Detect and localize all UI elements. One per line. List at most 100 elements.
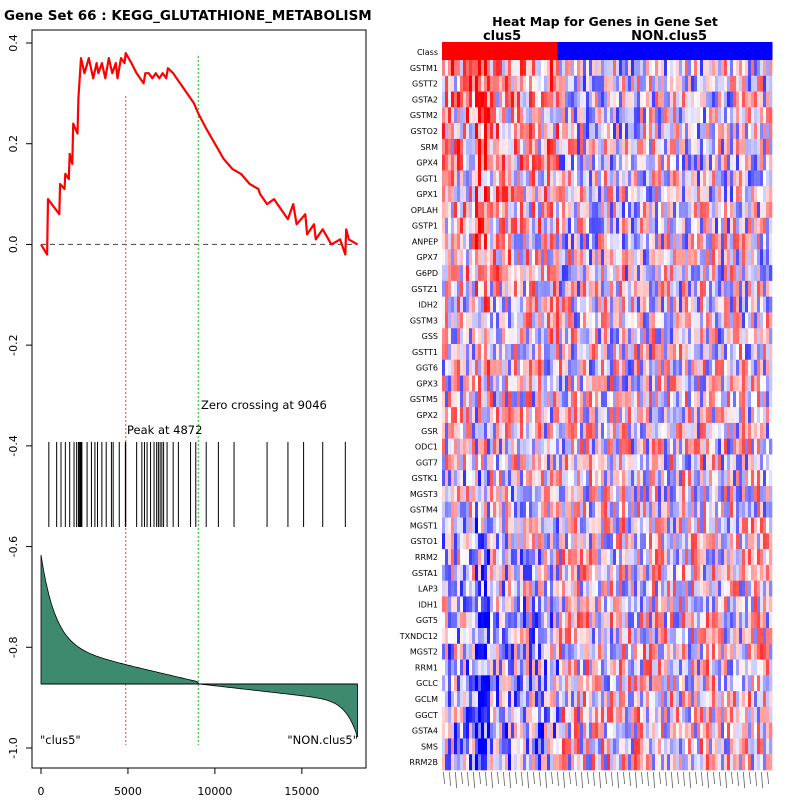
heatmap-cell — [709, 265, 712, 281]
heatmap-cell — [610, 486, 613, 502]
heatmap-cell — [658, 297, 661, 313]
heatmap-cell — [592, 628, 595, 644]
heatmap-cell — [703, 549, 706, 565]
heatmap-cell — [562, 218, 565, 234]
heatmap-cell — [532, 549, 535, 565]
heatmap-cell — [616, 186, 619, 202]
heatmap-cell — [619, 738, 622, 754]
heatmap-cell — [727, 518, 730, 534]
heatmap-cell — [694, 565, 697, 581]
heatmap-cell — [469, 738, 472, 754]
heatmap-cell — [544, 423, 547, 439]
heatmap-cell — [694, 628, 697, 644]
heatmap-cell — [535, 628, 538, 644]
heatmap-cell — [727, 155, 730, 171]
heatmap-cell — [448, 502, 451, 518]
heatmap-cell — [541, 533, 544, 549]
heatmap-cell — [688, 170, 691, 186]
heatmap-cell — [763, 470, 766, 486]
heatmap-cell — [610, 707, 613, 723]
heatmap-cell — [682, 202, 685, 218]
heatmap-cell — [661, 502, 664, 518]
heatmap-cell — [532, 360, 535, 376]
heatmap-cell — [547, 234, 550, 250]
heatmap-cell — [487, 644, 490, 660]
heatmap-cell — [664, 155, 667, 171]
heatmap-cell — [664, 691, 667, 707]
heatmap-cell — [514, 60, 517, 76]
heatmap-cell — [466, 92, 469, 108]
heatmap-cell — [490, 454, 493, 470]
heatmap-cell — [559, 92, 562, 108]
heatmap-cell — [655, 60, 658, 76]
heatmap-cell — [715, 344, 718, 360]
heatmap-cell — [601, 738, 604, 754]
heatmap-cell — [523, 391, 526, 407]
heatmap-cell — [454, 754, 457, 770]
heatmap-cell — [484, 344, 487, 360]
heatmap-cell — [454, 281, 457, 297]
heatmap-cell — [700, 549, 703, 565]
heatmap-cell — [559, 596, 562, 612]
heatmap-cell — [520, 439, 523, 455]
heatmap-cell — [655, 155, 658, 171]
heatmap-cell — [724, 581, 727, 597]
heatmap-cell — [508, 454, 511, 470]
heatmap-cell — [457, 281, 460, 297]
heatmap-cell — [661, 628, 664, 644]
heatmap-cell — [574, 407, 577, 423]
heatmap-cell — [631, 738, 634, 754]
heatmap-cell — [445, 344, 448, 360]
heatmap-cell — [763, 439, 766, 455]
heatmap-cell — [562, 360, 565, 376]
heatmap-cell — [661, 549, 664, 565]
heatmap-cell — [466, 596, 469, 612]
heatmap-cell — [442, 60, 445, 76]
heatmap-cell — [559, 754, 562, 770]
heatmap-cell — [709, 360, 712, 376]
heatmap-cell — [526, 407, 529, 423]
heatmap-cell — [640, 312, 643, 328]
heatmap-cell — [748, 691, 751, 707]
heatmap-cell — [667, 312, 670, 328]
heatmap-cell — [625, 439, 628, 455]
heatmap-cell — [451, 423, 454, 439]
heatmap-cell — [745, 660, 748, 676]
heatmap-cell — [742, 139, 745, 155]
heatmap-cell — [469, 391, 472, 407]
heatmap-cell — [658, 596, 661, 612]
heatmap-cell — [565, 265, 568, 281]
heatmap-cell — [619, 454, 622, 470]
heatmap-cell — [760, 628, 763, 644]
heatmap-cell — [634, 612, 637, 628]
heatmap-cell — [547, 76, 550, 92]
heatmap-cell — [505, 518, 508, 534]
heatmap-cell — [556, 470, 559, 486]
heatmap-cell — [448, 675, 451, 691]
heatmap-cell — [619, 360, 622, 376]
heatmap-cell — [580, 486, 583, 502]
heatmap-cell — [562, 423, 565, 439]
heatmap-cell — [613, 76, 616, 92]
heatmap-cell — [562, 234, 565, 250]
heatmap-cell — [484, 407, 487, 423]
class-group-label: NON.clus5 — [631, 29, 707, 44]
heatmap-cell — [709, 470, 712, 486]
heatmap-cell — [691, 454, 694, 470]
heatmap-cell — [529, 707, 532, 723]
heatmap-cell — [682, 170, 685, 186]
heatmap-cell — [745, 612, 748, 628]
heatmap-cell — [532, 391, 535, 407]
heatmap-cell — [655, 360, 658, 376]
heatmap-cell — [565, 423, 568, 439]
heatmap-cell — [643, 565, 646, 581]
heatmap-cell — [679, 297, 682, 313]
heatmap-cell — [679, 675, 682, 691]
heatmap-cell — [757, 533, 760, 549]
heatmap-cell — [691, 628, 694, 644]
heatmap-cell — [754, 170, 757, 186]
heatmap-cell — [532, 344, 535, 360]
heatmap-cell — [619, 60, 622, 76]
heatmap-cell — [661, 423, 664, 439]
heatmap-cell — [607, 202, 610, 218]
